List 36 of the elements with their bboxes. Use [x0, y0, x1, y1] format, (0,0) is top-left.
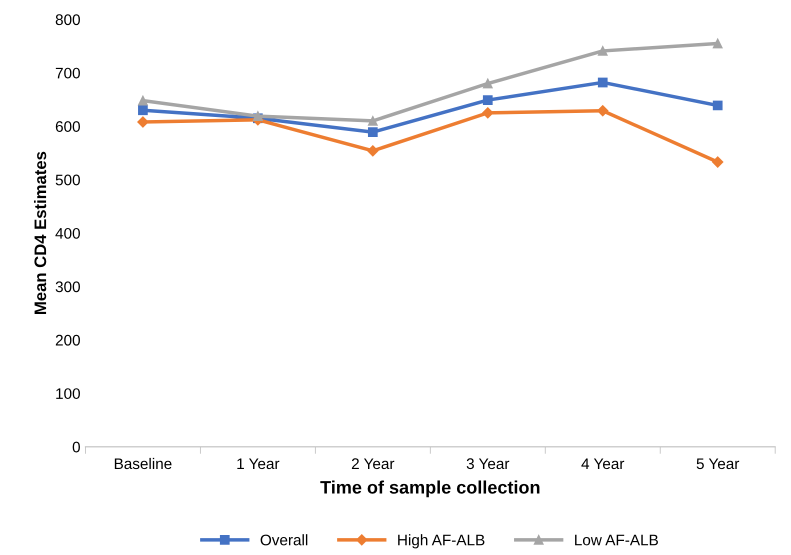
point [253, 111, 263, 121]
x-tick-label: 1 Year [237, 458, 280, 470]
y-tick-label: 100 [56, 388, 80, 400]
point [137, 116, 149, 128]
point [138, 105, 148, 116]
y-tick-label: 300 [56, 281, 80, 292]
point [712, 100, 723, 110]
y-tick-label: 0 [72, 442, 80, 452]
point [712, 38, 723, 48]
point [482, 95, 493, 105]
point [367, 145, 378, 156]
x-tick-label: 2 Year [352, 458, 394, 470]
x-tick-label: Baseline [114, 458, 172, 470]
legend-label: High AF-ALB [398, 534, 484, 548]
legend-label: Low AF-ALB [575, 534, 658, 546]
y-tick-label: 600 [56, 121, 80, 132]
y-tick-label: 800 [56, 14, 80, 26]
x-tick-label: 3 Year [466, 458, 510, 470]
point [712, 156, 724, 168]
point [368, 116, 378, 126]
y-axis-title: Mean CD4 Estimates [34, 152, 46, 314]
y-tick-label: 500 [56, 174, 80, 186]
point [368, 127, 378, 137]
point [138, 96, 148, 106]
legend-label: Overall [260, 534, 308, 546]
point [598, 46, 608, 56]
x-tick-label: 4 Year [581, 458, 624, 470]
point [598, 78, 608, 88]
y-tick-label: 200 [56, 334, 80, 346]
point [597, 105, 608, 116]
point [482, 107, 494, 119]
x-tick-label: 5 Year [696, 458, 740, 470]
y-tick-label: 400 [55, 228, 80, 239]
y-tick-label: 700 [56, 68, 80, 79]
x-axis-title: Time of sample collection [320, 480, 540, 498]
point [482, 78, 493, 88]
